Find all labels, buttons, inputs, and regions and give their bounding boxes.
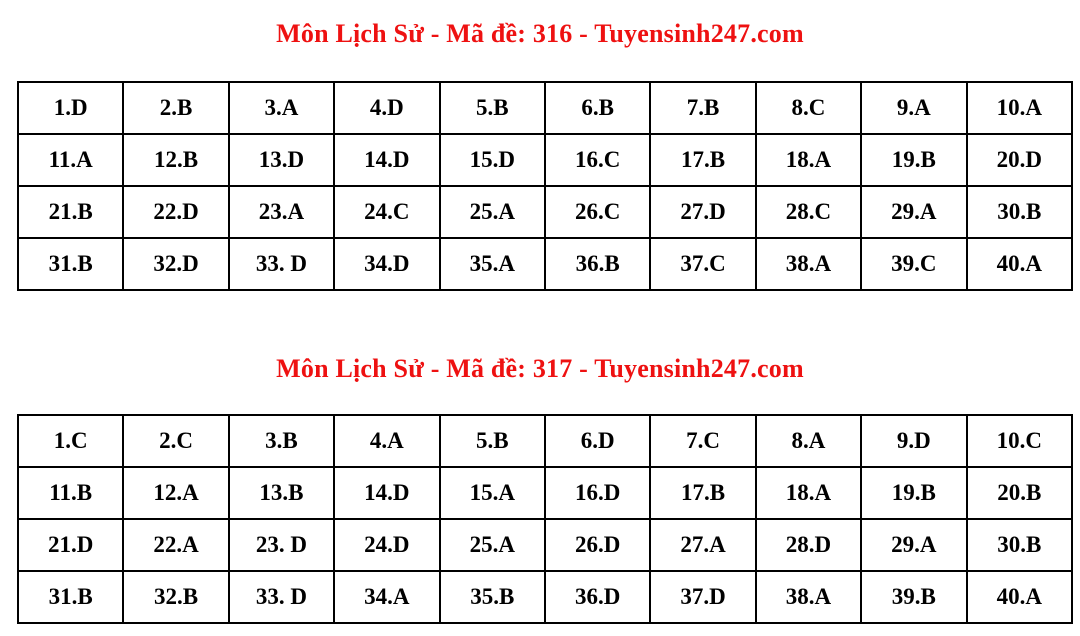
answer-cell: 10.A — [965, 81, 1074, 135]
answer-table: 1.C 2.C 3.B 4.A 5.B 6.D 7.C 8.A 9.D 10.C 11.B 12.A 1… — [16, 414, 1074, 624]
answer-cell: 29.A — [860, 518, 968, 572]
answer-cell: 9.D — [860, 414, 968, 468]
answer-cell: 36.B — [543, 237, 652, 291]
answer-cell: 25.A — [438, 185, 546, 239]
answer-table-body: 1.C 2.C 3.B 4.A 5.B 6.D 7.C 8.A 9.D 10.C 11.B 12.A 1… — [16, 414, 1074, 624]
answer-cell: 30.B — [965, 185, 1074, 239]
answer-cell: 16.D — [543, 466, 652, 520]
answer-cell: 34.A — [333, 570, 441, 624]
answer-cell: 3.B — [227, 414, 336, 468]
answer-cell: 34.D — [333, 237, 441, 291]
answer-cell: 11.B — [16, 466, 125, 520]
answer-cell: 26.D — [543, 518, 652, 572]
answer-cell: 19.B — [860, 466, 968, 520]
answer-cell: 9.A — [860, 81, 968, 135]
answer-cell: 6.B — [543, 81, 652, 135]
answer-cell: 32.B — [122, 570, 230, 624]
section-title: Môn Lịch Sử - Mã đề: 317 - Tuyensinh247.… — [276, 354, 804, 383]
answer-cell: 11.A — [16, 133, 125, 187]
answer-cell: 3.A — [227, 81, 336, 135]
answer-cell: 1.C — [16, 414, 125, 468]
answer-cell: 12.A — [122, 466, 230, 520]
answer-cell: 23.A — [227, 185, 336, 239]
table-row: 31.B 32.D 33. D 34.D 35.A 36.B 37.C 38.A 39.C 40.… — [16, 237, 1074, 291]
answer-cell: 40.A — [965, 237, 1074, 291]
answer-cell: 28.D — [754, 518, 863, 572]
answer-cell: 24.C — [333, 185, 441, 239]
answer-cell: 5.B — [438, 414, 546, 468]
answer-cell: 38.A — [754, 570, 863, 624]
answer-cell: 37.C — [649, 237, 757, 291]
answer-cell: 19.B — [860, 133, 968, 187]
answer-cell: 15.A — [438, 466, 546, 520]
answer-cell: 26.C — [543, 185, 652, 239]
answer-cell: 27.A — [649, 518, 757, 572]
answer-cell: 30.B — [965, 518, 1074, 572]
answer-cell: 27.D — [649, 185, 757, 239]
answer-cell: 24.D — [333, 518, 441, 572]
answer-cell: 35.B — [438, 570, 546, 624]
answer-cell: 12.B — [122, 133, 230, 187]
answer-cell: 36.D — [543, 570, 652, 624]
answer-cell: 20.D — [965, 133, 1074, 187]
answer-cell: 5.B — [438, 81, 546, 135]
answer-cell: 28.C — [754, 185, 863, 239]
answer-cell: 32.D — [122, 237, 230, 291]
table-row: 1.D 2.B 3.A 4.D 5.B 6.B 7.B 8.C 9.A 10.A — [16, 81, 1074, 135]
table-row: 21.D 22.A 23. D 24.D 25.A 26.D 27.A 28.D 29.A 30.… — [16, 518, 1074, 572]
answer-cell: 40.A — [965, 570, 1074, 624]
answer-cell: 18.A — [754, 133, 863, 187]
answer-cell: 39.B — [860, 570, 968, 624]
answer-cell: 21.D — [16, 518, 125, 572]
answer-cell: 16.C — [543, 133, 652, 187]
answer-cell: 35.A — [438, 237, 546, 291]
answer-cell: 31.B — [16, 570, 125, 624]
answer-section-code-316: Môn Lịch Sử - Mã đề: 316 - Tuyensinh247.… — [0, 19, 1080, 291]
answer-cell: 38.A — [754, 237, 863, 291]
table-row: 11.B 12.A 13.B 14.D 15.A 16.D 17.B 18.A 19.B 20.B — [16, 466, 1074, 520]
answer-cell: 31.B — [16, 237, 125, 291]
answer-cell: 33. D — [227, 237, 336, 291]
answer-cell: 8.C — [754, 81, 863, 135]
answer-cell: 21.B — [16, 185, 125, 239]
answer-table-body: 1.D 2.B 3.A 4.D 5.B 6.B 7.B 8.C 9.A 10.A 11.A 12.B 1… — [16, 81, 1074, 291]
answer-cell: 10.C — [965, 414, 1074, 468]
answer-table: 1.D 2.B 3.A 4.D 5.B 6.B 7.B 8.C 9.A 10.A 11.A 12.B 1… — [16, 81, 1074, 291]
answer-cell: 14.D — [333, 133, 441, 187]
answer-cell: 33. D — [227, 570, 336, 624]
table-row: 31.B 32.B 33. D 34.A 35.B 36.D 37.D 38.A 39.B 40.… — [16, 570, 1074, 624]
answer-cell: 2.C — [122, 414, 230, 468]
answer-cell: 13.D — [227, 133, 336, 187]
answer-cell: 4.A — [333, 414, 441, 468]
answer-cell: 1.D — [16, 81, 125, 135]
answer-cell: 7.B — [649, 81, 757, 135]
answer-cell: 39.C — [860, 237, 968, 291]
answer-cell: 23. D — [227, 518, 336, 572]
answer-cell: 8.A — [754, 414, 863, 468]
table-row: 1.C 2.C 3.B 4.A 5.B 6.D 7.C 8.A 9.D 10.C — [16, 414, 1074, 468]
answer-cell: 17.B — [649, 133, 757, 187]
answer-cell: 25.A — [438, 518, 546, 572]
answer-cell: 37.D — [649, 570, 757, 624]
table-row: 11.A 12.B 13.D 14.D 15.D 16.C 17.B 18.A 19.B 20.D — [16, 133, 1074, 187]
answer-section-code-317: Môn Lịch Sử - Mã đề: 317 - Tuyensinh247.… — [0, 354, 1080, 624]
answer-cell: 22.A — [122, 518, 230, 572]
answer-cell: 18.A — [754, 466, 863, 520]
answer-cell: 14.D — [333, 466, 441, 520]
answer-cell: 13.B — [227, 466, 336, 520]
table-row: 21.B 22.D 23.A 24.C 25.A 26.C 27.D 28.C 29.A 30.B — [16, 185, 1074, 239]
section-title: Môn Lịch Sử - Mã đề: 316 - Tuyensinh247.… — [276, 19, 804, 48]
answer-cell: 6.D — [543, 414, 652, 468]
answer-cell: 29.A — [860, 185, 968, 239]
answer-cell: 17.B — [649, 466, 757, 520]
answer-cell: 22.D — [122, 185, 230, 239]
answer-cell: 2.B — [122, 81, 230, 135]
answer-cell: 15.D — [438, 133, 546, 187]
answer-cell: 7.C — [649, 414, 757, 468]
answer-cell: 4.D — [333, 81, 441, 135]
answer-cell: 20.B — [965, 466, 1074, 520]
